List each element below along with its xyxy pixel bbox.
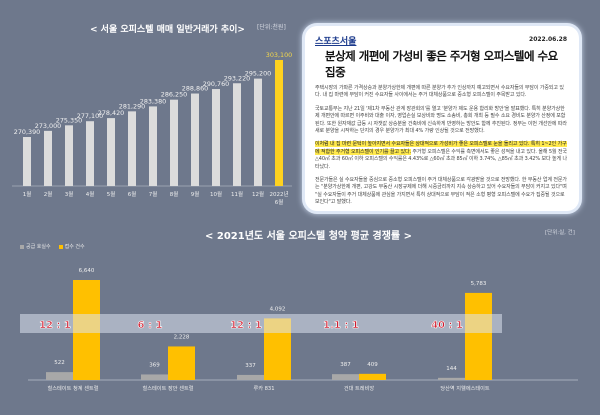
value-label: 281,290 xyxy=(119,102,145,110)
value-label: 286,250 xyxy=(161,91,187,99)
competition-ratio: 6 : 1 xyxy=(138,320,163,331)
bottom-chart-title: < 2021년도 서울 오피스텔 청약 평균 경쟁률 > xyxy=(205,231,412,242)
value-label: 277,100 xyxy=(77,112,103,120)
supply-bar xyxy=(438,377,465,380)
ratio-band xyxy=(20,314,502,333)
x-tick-label: 12월 xyxy=(252,190,264,198)
competition-ratio: 40 : 1 xyxy=(431,320,463,331)
value-label: 295,200 xyxy=(245,70,271,78)
value-label: 290,760 xyxy=(203,80,229,88)
article-paragraph: 국토교통부는 지난 21일 '제1차 부동산 관계 장관회의'를 열고 '분양가… xyxy=(315,105,567,135)
applications-bar xyxy=(465,292,492,380)
value-label: 144 xyxy=(446,366,457,372)
x-tick-label: 7월 xyxy=(149,190,158,198)
article-paragraph: 주택시장의 가파른 가격상승과 분양가상한제 개편에 따른 분양가 추가 인상까… xyxy=(315,85,564,99)
x-tick-label: 2022년 xyxy=(269,190,288,198)
value-label: 409 xyxy=(367,362,378,368)
bar xyxy=(275,60,283,186)
legend-item-applications: 접수 건수 xyxy=(58,243,85,250)
x-tick-label: 1월 xyxy=(23,190,32,198)
bar xyxy=(170,99,178,186)
bar xyxy=(128,111,136,186)
competition-ratio: 12 : 1 xyxy=(39,320,71,331)
bar xyxy=(107,118,115,186)
x-tick-label: 당산역 지웰에스테이트 xyxy=(440,384,490,392)
x-tick-label: 루카 831 xyxy=(253,384,274,392)
legend-label: 공급 호실수 xyxy=(26,244,51,250)
value-label: 369 xyxy=(149,362,160,368)
value-label: 4,092 xyxy=(270,306,286,312)
value-label: 303,100 xyxy=(266,51,292,59)
x-tick-label: 힐스테이트 장안 센트럴 xyxy=(142,384,193,392)
bar xyxy=(254,78,262,186)
bar xyxy=(44,130,52,186)
supply-bar xyxy=(46,372,73,380)
supply-bar xyxy=(332,374,359,380)
bar xyxy=(212,89,220,186)
supply-bar xyxy=(141,374,168,380)
x-tick-label: 5월 xyxy=(107,190,116,198)
x-tick-label: 건대 트레비앙 xyxy=(344,384,375,392)
value-label: 273,000 xyxy=(35,122,61,130)
news-article-card: 스포츠서울 2022.06.28 분상제 개편에 가성비 좋은 주거형 오피스텔… xyxy=(305,26,579,211)
legend-label: 접수 건수 xyxy=(64,244,85,250)
top-chart-title: < 서울 오피스텔 매매 일반거래가 추이> xyxy=(90,25,245,35)
chart-legend: 공급 호실수 접수 건수 xyxy=(20,243,85,250)
x-tick-label: 11월 xyxy=(231,190,243,198)
x-tick-label: 10월 xyxy=(210,190,222,198)
news-source-logo: 스포츠서울 xyxy=(315,37,357,47)
article-paragraph: 이처럼 내 집 마련 문턱이 높아지면서 수요자들은 상대적으로 가성비가 좋은… xyxy=(315,141,569,171)
supply-bar xyxy=(237,374,264,380)
bar xyxy=(86,121,94,186)
value-label: 283,380 xyxy=(140,97,166,105)
competition-ratio: 1.1 : 1 xyxy=(323,320,359,331)
bar xyxy=(149,106,157,186)
bar xyxy=(191,93,199,186)
article-date: 2022.06.28 xyxy=(529,36,567,43)
article-paragraph: 전문가들은 실 수요자들을 중심으로 중소형 오피스텔이 주거 대체상품으로 각… xyxy=(315,177,567,206)
paragraph-text: 주거형 오피스텔은 수익률 측면에서도 좋은 성적을 내고 있다. 올해 5월 … xyxy=(315,148,568,170)
bottom-chart-unit: [단위:실, 건] xyxy=(545,230,575,236)
value-label: 2,228 xyxy=(174,334,190,340)
value-label: 387 xyxy=(340,362,351,368)
competition-ratio: 12 : 1 xyxy=(230,320,262,331)
applications-bar xyxy=(359,373,386,380)
monthly-price-chart: 270,390 1월 273,000 2월 275,350 3월 277,100 4월 278,… xyxy=(12,51,292,206)
top-chart-unit: [단위:천원] xyxy=(257,24,286,31)
bar xyxy=(233,83,241,186)
value-label: 522 xyxy=(54,360,65,366)
value-label: 278,420 xyxy=(98,109,124,117)
applications-bar xyxy=(168,346,195,380)
x-tick-label: 3월 xyxy=(65,190,74,198)
value-label: 288,860 xyxy=(182,85,208,93)
value-label: 293,220 xyxy=(224,74,250,82)
x-tick-label: 9월 xyxy=(191,190,200,198)
x-tick-label: 힐스테이트 청계 센트럴 xyxy=(47,384,98,392)
bar xyxy=(65,125,73,186)
x-tick-label: 4월 xyxy=(86,190,95,198)
x-tick-label: 6월 xyxy=(128,190,137,198)
article-headline: 분상제 개편에 가성비 좋은 주거형 오피스텔에 수요 집중 xyxy=(325,49,558,79)
value-label: 270,390 xyxy=(14,128,40,136)
x-tick-label: 8월 xyxy=(170,190,179,198)
value-label: 6,640 xyxy=(79,268,95,274)
value-label: 5,783 xyxy=(471,281,487,287)
bar xyxy=(23,137,31,186)
x-tick-label: 6월 xyxy=(275,198,284,206)
value-label: 337 xyxy=(245,363,256,369)
legend-item-supply: 공급 호실수 xyxy=(20,243,51,250)
x-tick-label: 2월 xyxy=(44,190,53,198)
value-label: 275,350 xyxy=(56,116,82,124)
